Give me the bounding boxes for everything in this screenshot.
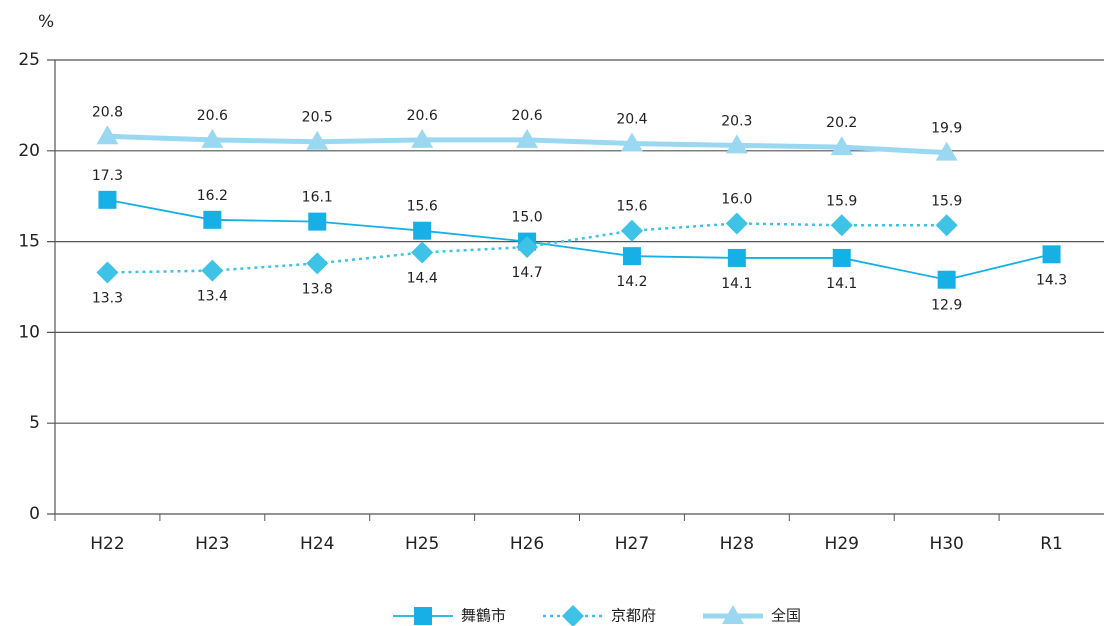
x-tick-label: H29 bbox=[825, 534, 859, 554]
data-point bbox=[96, 125, 119, 145]
legend-marker bbox=[562, 605, 584, 626]
data-point bbox=[620, 132, 643, 152]
data-point bbox=[830, 214, 853, 237]
data-label: 20.4 bbox=[616, 112, 647, 128]
x-tick-label: H28 bbox=[720, 534, 754, 554]
data-point bbox=[832, 248, 851, 267]
legend-label: 京都府 bbox=[611, 607, 656, 625]
data-label: 13.4 bbox=[197, 289, 228, 305]
x-tick-label: H22 bbox=[90, 534, 124, 554]
data-point bbox=[306, 252, 329, 275]
data-point bbox=[937, 270, 956, 289]
data-point bbox=[725, 134, 748, 154]
data-point bbox=[413, 221, 432, 240]
data-point bbox=[1042, 245, 1061, 264]
data-point bbox=[411, 241, 434, 264]
data-label: 16.0 bbox=[721, 191, 752, 207]
x-tick-label: H26 bbox=[510, 534, 544, 554]
x-tick-label: H25 bbox=[405, 534, 439, 554]
data-label: 16.2 bbox=[197, 188, 228, 204]
x-tick-label: H30 bbox=[929, 534, 963, 554]
y-tick-label: 0 bbox=[29, 504, 40, 524]
y-tick-label: 10 bbox=[18, 322, 40, 342]
data-label: 12.9 bbox=[931, 298, 962, 314]
data-point bbox=[830, 136, 853, 156]
data-point bbox=[725, 212, 748, 235]
data-label: 19.9 bbox=[931, 121, 962, 137]
data-label: 20.2 bbox=[826, 115, 857, 131]
data-point bbox=[516, 236, 539, 259]
y-tick-label: 20 bbox=[18, 141, 40, 161]
x-tick-label: H27 bbox=[615, 534, 649, 554]
data-point bbox=[620, 219, 643, 242]
y-tick-label: 5 bbox=[29, 413, 40, 433]
data-point bbox=[622, 247, 641, 266]
data-label: 20.6 bbox=[407, 108, 438, 124]
data-label: 20.6 bbox=[197, 108, 228, 124]
x-tick-label: R1 bbox=[1040, 534, 1063, 554]
y-tick-label: 25 bbox=[18, 50, 40, 70]
data-point bbox=[935, 214, 958, 237]
data-label: 15.9 bbox=[826, 193, 857, 209]
legend-marker bbox=[414, 607, 432, 625]
data-label: 14.7 bbox=[511, 265, 542, 281]
legend-label: 舞鶴市 bbox=[461, 607, 506, 625]
data-label: 13.3 bbox=[92, 290, 123, 306]
data-point bbox=[308, 212, 327, 231]
data-label: 16.1 bbox=[302, 190, 333, 206]
data-point bbox=[516, 128, 539, 148]
data-label: 20.3 bbox=[721, 113, 752, 129]
data-point bbox=[203, 210, 222, 229]
data-label: 14.2 bbox=[616, 274, 647, 290]
y-tick-label: 15 bbox=[18, 232, 40, 252]
data-label: 15.9 bbox=[931, 193, 962, 209]
data-label: 14.3 bbox=[1036, 272, 1067, 288]
data-label: 20.6 bbox=[511, 108, 542, 124]
data-label: 14.1 bbox=[826, 276, 857, 292]
data-label: 20.5 bbox=[302, 110, 333, 126]
data-point bbox=[201, 128, 224, 148]
x-tick-label: H24 bbox=[300, 534, 334, 554]
data-point bbox=[935, 141, 958, 161]
data-label: 13.8 bbox=[302, 281, 333, 297]
data-point bbox=[98, 190, 117, 209]
data-label: 15.6 bbox=[407, 199, 438, 215]
legend-marker bbox=[722, 605, 744, 624]
data-label: 14.4 bbox=[407, 270, 438, 286]
y-axis-label: % bbox=[38, 12, 54, 32]
data-point bbox=[201, 259, 224, 282]
data-label: 17.3 bbox=[92, 168, 123, 184]
data-point bbox=[306, 130, 329, 150]
data-point bbox=[727, 248, 746, 267]
legend-label: 全国 bbox=[771, 607, 801, 625]
data-label: 20.8 bbox=[92, 104, 123, 120]
x-tick-label: H23 bbox=[195, 534, 229, 554]
data-label: 15.0 bbox=[511, 210, 542, 226]
data-label: 15.6 bbox=[616, 199, 647, 215]
series-line bbox=[107, 198, 1052, 281]
data-point bbox=[411, 128, 434, 148]
data-label: 14.1 bbox=[721, 276, 752, 292]
data-point bbox=[96, 261, 119, 284]
